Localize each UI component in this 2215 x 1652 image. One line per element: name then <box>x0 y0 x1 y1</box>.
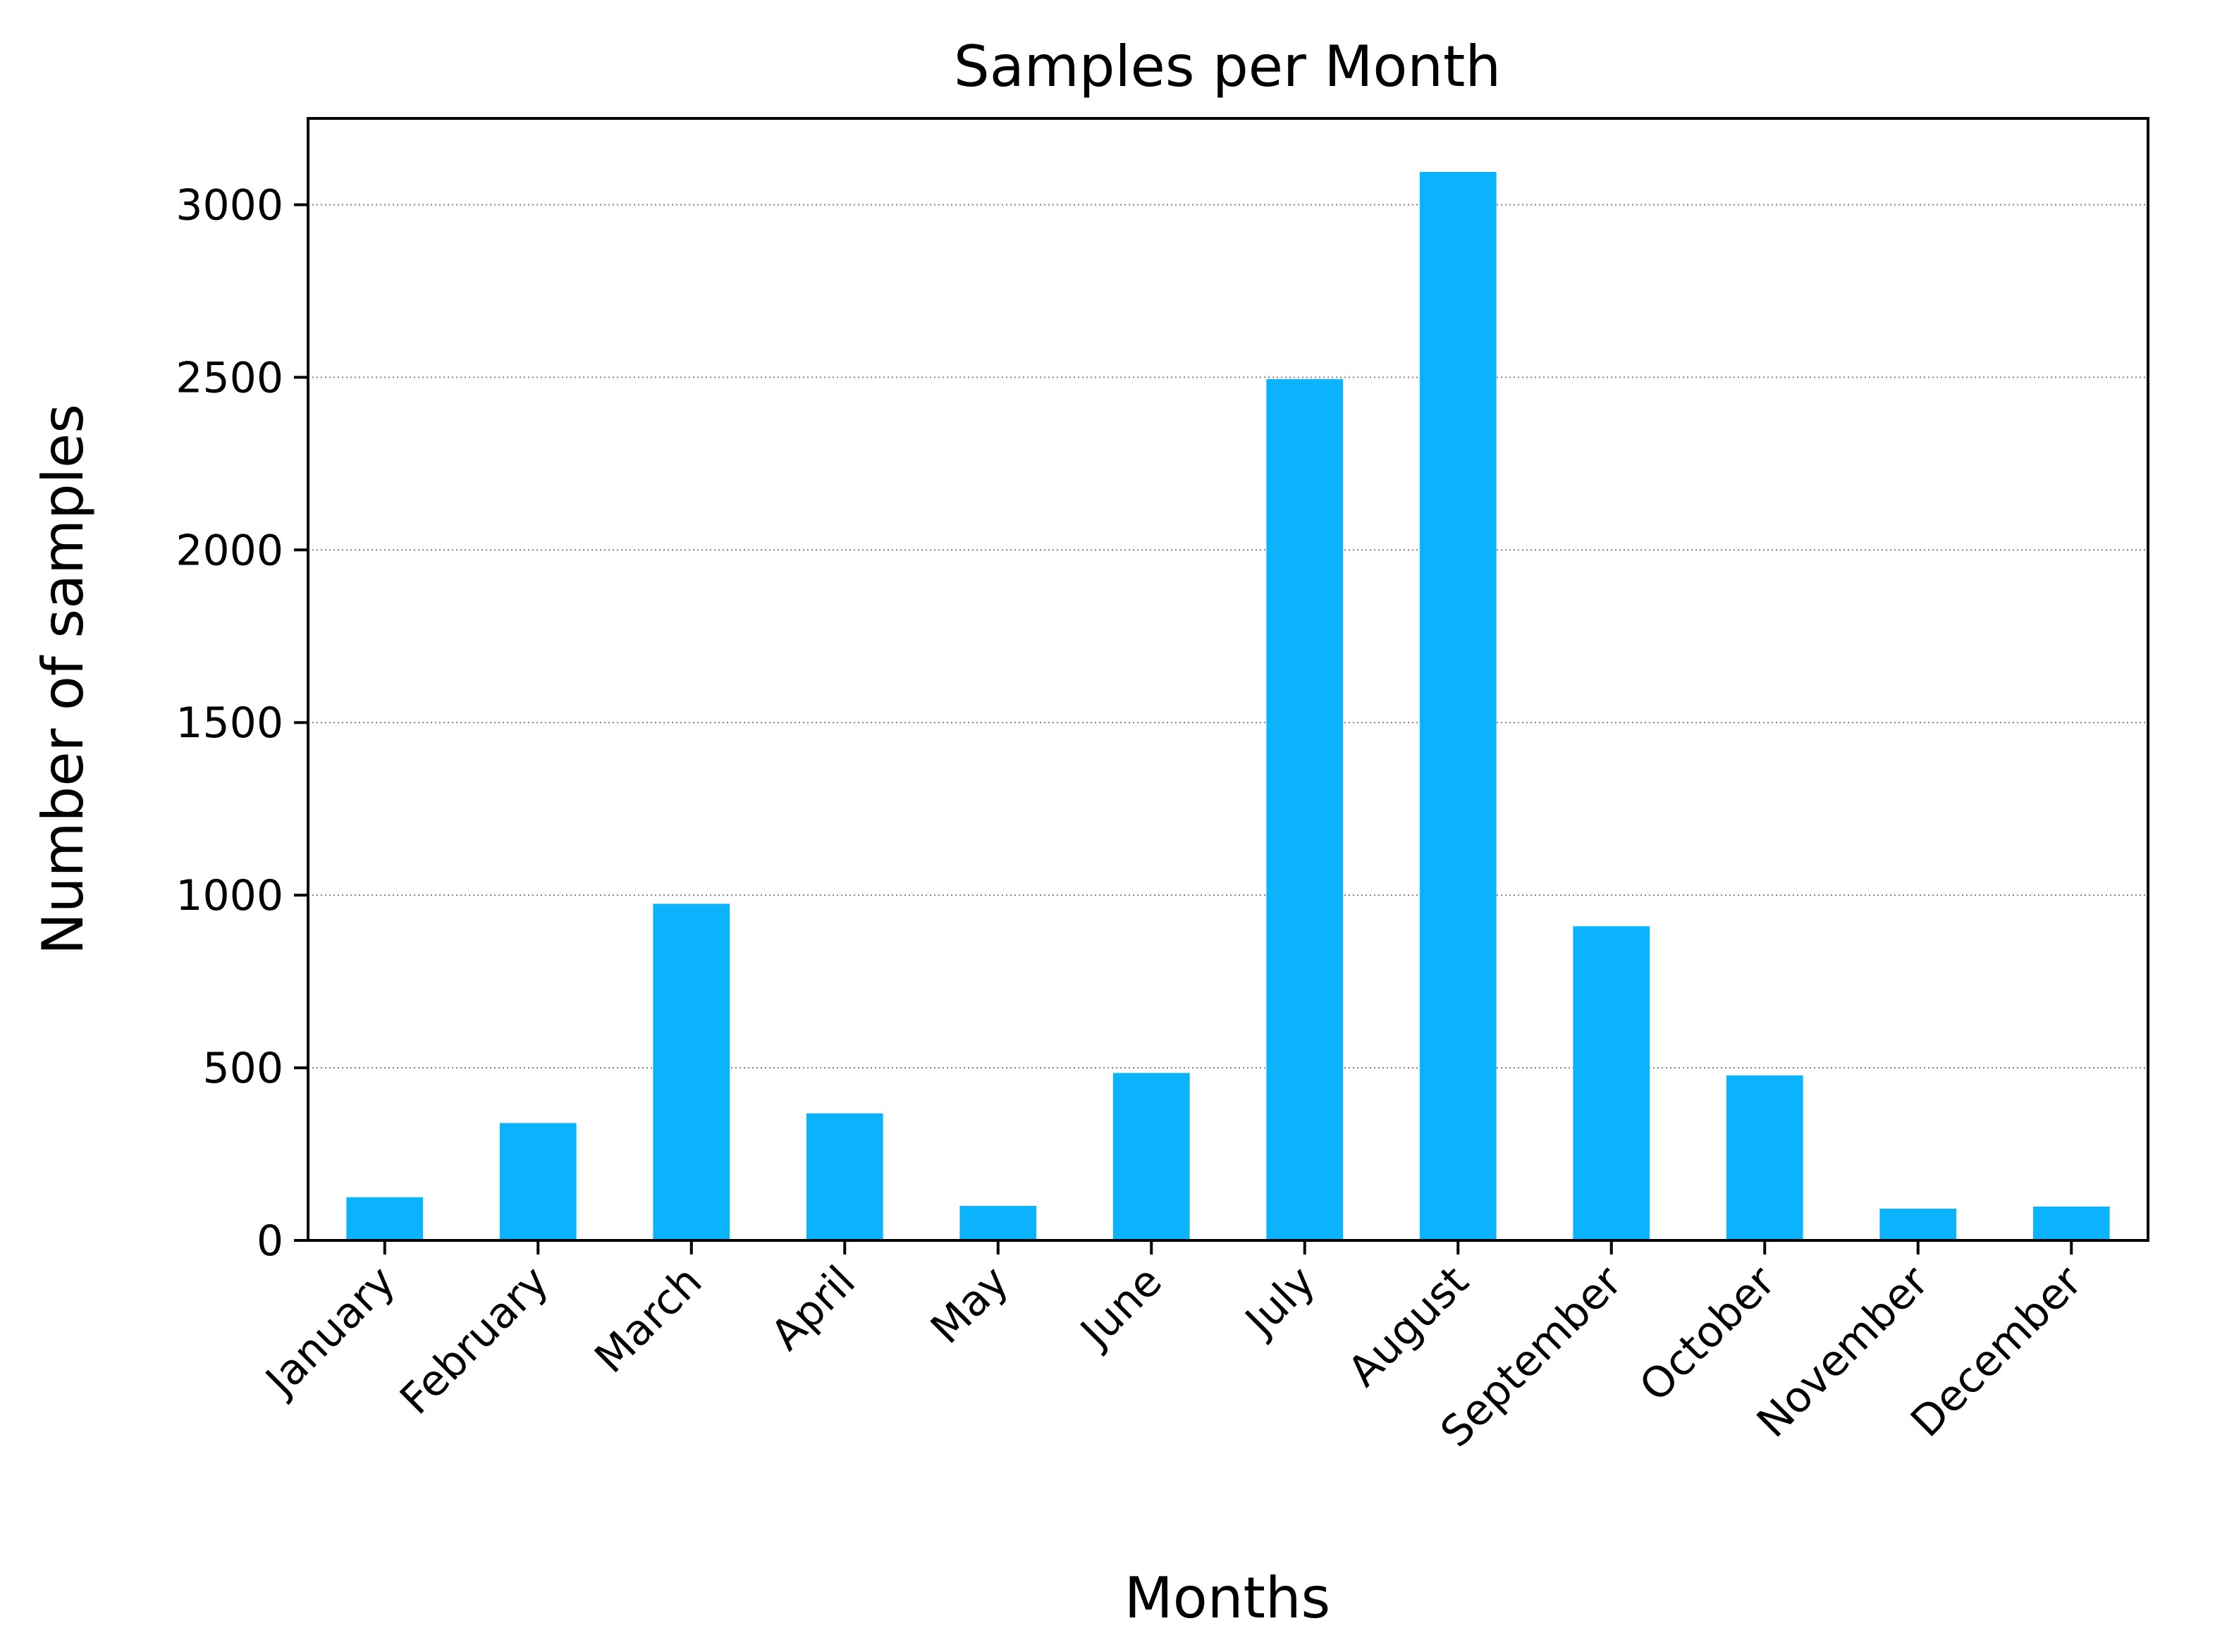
bar-june <box>1112 1073 1190 1240</box>
x-axis-label: Months <box>1124 1565 1330 1631</box>
chart-title: Samples per Month <box>954 34 1501 99</box>
bar-january <box>346 1197 424 1240</box>
bar-may <box>959 1206 1037 1240</box>
bar-march <box>653 904 730 1240</box>
bar-october <box>1726 1075 1803 1240</box>
y-axis-ticks: 0 500 1000 1500 2000 2500 3000 <box>176 180 308 1266</box>
bars <box>346 171 2110 1240</box>
plot-frame <box>307 117 2149 1242</box>
y-tick-label-1000: 1000 <box>176 871 283 920</box>
y-tick-label-500: 500 <box>202 1044 283 1093</box>
y-tick-label-2500: 2500 <box>176 353 283 402</box>
y-axis-label: Number of samples <box>30 404 96 955</box>
bar-july <box>1266 378 1344 1240</box>
y-tick-label-3000: 3000 <box>176 180 283 230</box>
bar-april <box>806 1113 883 1240</box>
y-tick-label-0: 0 <box>257 1216 283 1266</box>
bar-august <box>1419 171 1497 1240</box>
bar-february <box>499 1123 577 1240</box>
y-tick-label-2000: 2000 <box>176 526 283 575</box>
y-tick-label-1500: 1500 <box>176 698 283 748</box>
bar-december <box>2032 1206 2110 1240</box>
bar-november <box>1879 1208 1957 1240</box>
bar-september <box>1573 926 1650 1240</box>
